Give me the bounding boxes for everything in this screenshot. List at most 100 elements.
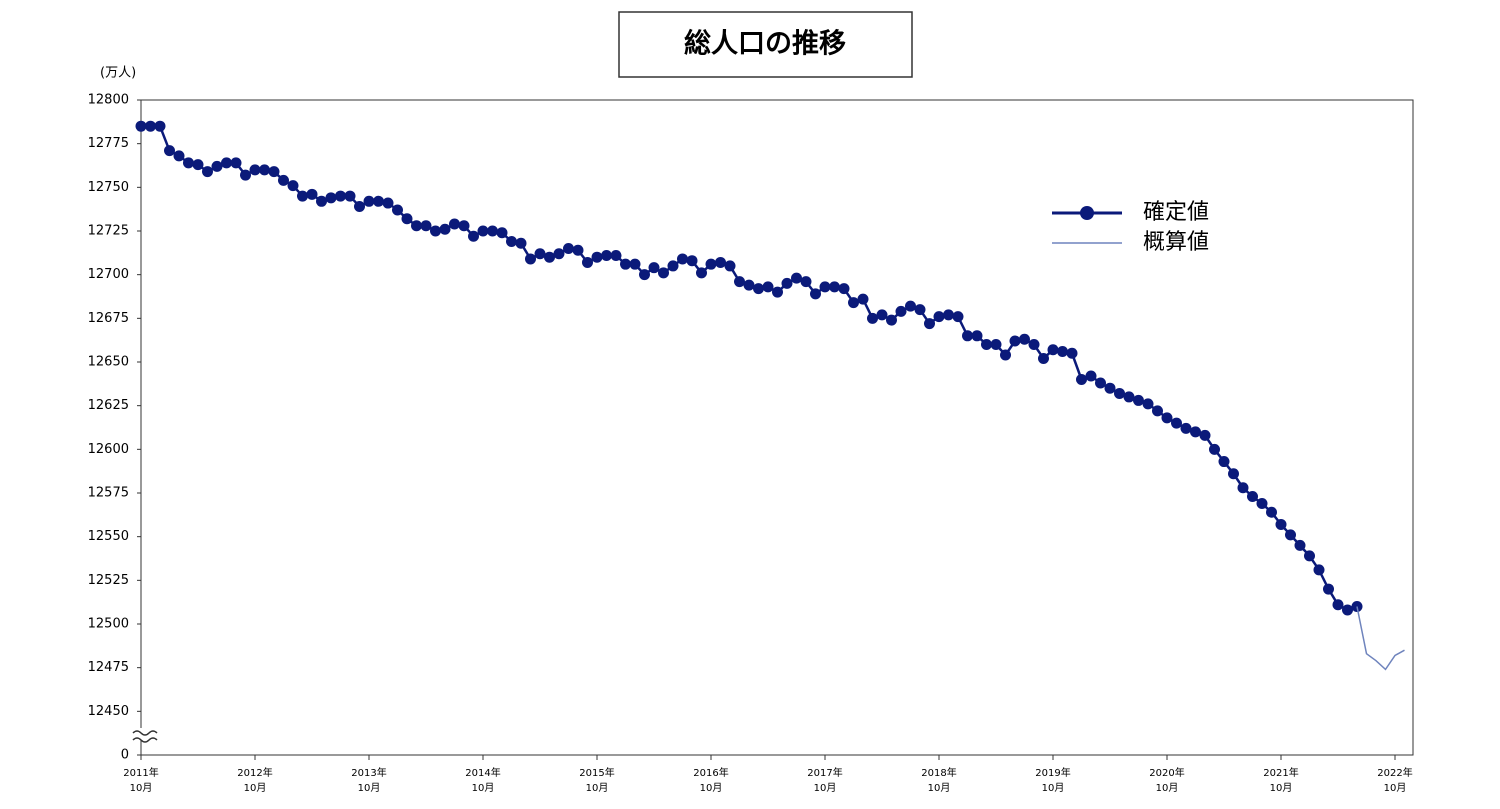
data-point: [962, 330, 973, 342]
data-point: [639, 269, 650, 281]
data-point: [325, 192, 337, 204]
data-point: [743, 279, 755, 291]
x-tick-sublabel: 10月: [130, 782, 153, 794]
data-point: [1332, 599, 1344, 611]
data-point: [382, 197, 394, 209]
y-tick-label: 12500: [88, 617, 129, 632]
data-point: [420, 220, 432, 232]
x-tick-label: 2021年: [1263, 766, 1298, 779]
data-point: [1323, 583, 1334, 595]
data-point: [363, 195, 375, 207]
data-point: [838, 283, 850, 295]
data-point: [1275, 518, 1287, 530]
data-point: [620, 258, 631, 270]
data-point: [667, 260, 679, 272]
data-point: [249, 164, 261, 176]
data-point: [468, 230, 479, 242]
x-tick-sublabel: 10月: [244, 782, 267, 794]
data-point: [772, 286, 783, 298]
x-tick-sublabel: 10月: [1156, 782, 1179, 794]
data-point: [1209, 443, 1220, 455]
data-point: [848, 297, 859, 309]
data-point: [1237, 482, 1249, 494]
data-point: [1313, 564, 1325, 576]
data-point: [648, 262, 660, 274]
x-tick-label: 2020年: [1149, 766, 1184, 779]
legend-label: 確定値: [1143, 200, 1209, 225]
x-tick-label: 2016年: [693, 766, 728, 779]
data-point: [572, 244, 584, 256]
data-point: [705, 258, 717, 270]
data-point: [582, 256, 593, 268]
data-point: [1304, 550, 1315, 562]
data-point: [1152, 405, 1163, 417]
data-point: [1066, 347, 1078, 359]
x-tick-sublabel: 10月: [814, 782, 837, 794]
data-point: [1028, 339, 1040, 351]
data-point: [354, 201, 365, 213]
y-tick-label: 12450: [88, 704, 129, 719]
data-point: [544, 251, 555, 263]
x-tick-label: 2012年: [237, 766, 272, 779]
data-point: [411, 220, 422, 232]
data-point: [401, 213, 413, 225]
data-point: [1114, 387, 1125, 399]
data-point: [1085, 370, 1097, 382]
data-point: [487, 225, 498, 237]
data-point: [1228, 468, 1239, 480]
data-point: [1218, 456, 1230, 468]
data-point: [268, 166, 280, 178]
x-tick-label: 2022年: [1377, 766, 1412, 779]
data-point: [173, 150, 185, 162]
data-point: [1142, 398, 1154, 410]
x-tick-sublabel: 10月: [1042, 782, 1065, 794]
y-tick-label: 12475: [88, 660, 129, 675]
data-point: [1076, 373, 1087, 385]
data-point: [259, 164, 270, 176]
data-point: [1000, 349, 1011, 361]
y-tick-label: 12625: [88, 398, 129, 413]
data-point: [1104, 382, 1116, 394]
x-tick-sublabel: 10月: [1270, 782, 1293, 794]
data-point: [857, 293, 869, 305]
y-tick-label: 12600: [88, 442, 129, 457]
data-point: [781, 277, 793, 289]
data-point: [458, 220, 470, 232]
data-point: [867, 312, 878, 324]
data-point: [496, 227, 508, 239]
data-point: [1095, 377, 1106, 389]
data-point: [591, 251, 603, 263]
data-point: [515, 237, 527, 249]
x-tick-sublabel: 10月: [1384, 782, 1407, 794]
data-point: [344, 190, 356, 202]
y-tick-label: 12750: [88, 180, 129, 195]
y-tick-label: 12725: [88, 224, 129, 239]
data-point: [525, 253, 536, 265]
data-point: [287, 180, 299, 192]
data-point: [943, 309, 954, 321]
x-tick-sublabel: 10月: [928, 782, 951, 794]
data-point: [1342, 604, 1353, 616]
data-point: [914, 304, 926, 316]
data-point: [1180, 422, 1192, 434]
data-point: [1256, 497, 1268, 509]
x-tick-sublabel: 10月: [586, 782, 609, 794]
data-point: [686, 255, 698, 267]
data-point: [439, 223, 451, 235]
chart-title: 総人口の推移: [684, 28, 846, 60]
data-point: [905, 300, 916, 312]
data-point: [658, 267, 669, 279]
data-point: [553, 248, 565, 260]
data-point: [1285, 529, 1296, 541]
data-point: [392, 204, 403, 216]
data-point: [373, 195, 384, 207]
x-tick-label: 2018年: [921, 766, 956, 779]
x-tick-sublabel: 10月: [472, 782, 495, 794]
data-point: [449, 218, 460, 230]
data-point: [895, 305, 907, 317]
title-box: [618, 11, 913, 78]
data-point: [306, 188, 318, 200]
x-tick-label: 2017年: [807, 766, 842, 779]
data-point: [1161, 412, 1173, 424]
data-point: [278, 174, 289, 186]
